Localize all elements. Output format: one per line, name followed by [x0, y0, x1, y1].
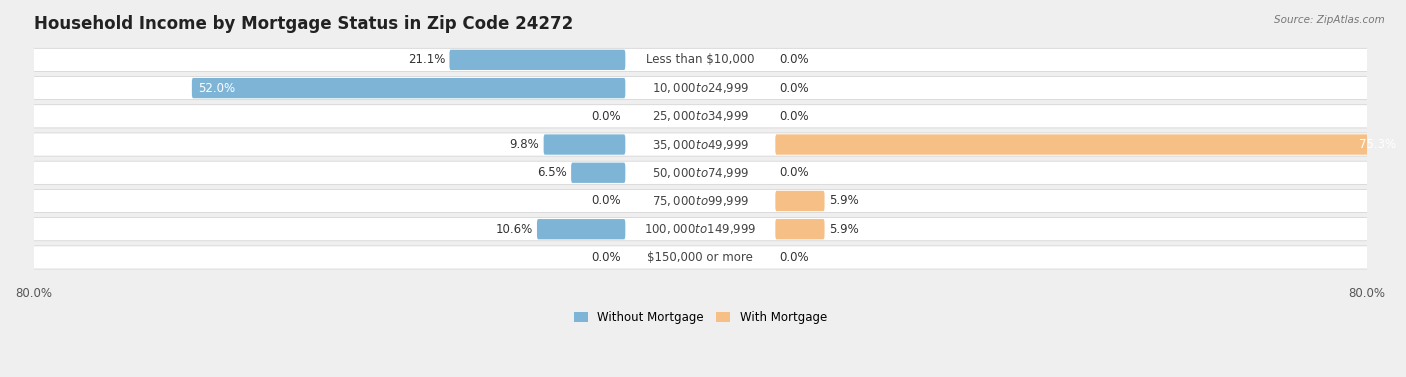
FancyBboxPatch shape [775, 191, 824, 211]
FancyBboxPatch shape [30, 161, 1371, 184]
Text: 21.1%: 21.1% [408, 54, 446, 66]
Text: Source: ZipAtlas.com: Source: ZipAtlas.com [1274, 15, 1385, 25]
Text: 0.0%: 0.0% [779, 54, 808, 66]
Text: Less than $10,000: Less than $10,000 [647, 54, 755, 66]
Text: $50,000 to $74,999: $50,000 to $74,999 [651, 166, 749, 180]
Text: 5.9%: 5.9% [828, 195, 859, 207]
Text: $150,000 or more: $150,000 or more [647, 251, 754, 264]
Legend: Without Mortgage, With Mortgage: Without Mortgage, With Mortgage [569, 306, 831, 329]
FancyBboxPatch shape [30, 133, 1371, 156]
FancyBboxPatch shape [191, 78, 626, 98]
Text: 0.0%: 0.0% [779, 166, 808, 179]
FancyBboxPatch shape [30, 218, 1371, 241]
Text: 0.0%: 0.0% [779, 110, 808, 123]
FancyBboxPatch shape [775, 219, 824, 239]
Text: 6.5%: 6.5% [537, 166, 567, 179]
FancyBboxPatch shape [30, 246, 1371, 269]
Text: 0.0%: 0.0% [592, 195, 621, 207]
Text: 0.0%: 0.0% [779, 81, 808, 95]
Text: $35,000 to $49,999: $35,000 to $49,999 [651, 138, 749, 152]
Text: 52.0%: 52.0% [198, 81, 236, 95]
Text: $75,000 to $99,999: $75,000 to $99,999 [651, 194, 749, 208]
Text: $10,000 to $24,999: $10,000 to $24,999 [651, 81, 749, 95]
FancyBboxPatch shape [30, 189, 1371, 213]
FancyBboxPatch shape [537, 219, 626, 239]
FancyBboxPatch shape [775, 134, 1403, 155]
Text: $100,000 to $149,999: $100,000 to $149,999 [644, 222, 756, 236]
Text: 0.0%: 0.0% [592, 110, 621, 123]
FancyBboxPatch shape [450, 50, 626, 70]
Text: 75.3%: 75.3% [1360, 138, 1396, 151]
FancyBboxPatch shape [571, 162, 626, 183]
Text: 0.0%: 0.0% [779, 251, 808, 264]
FancyBboxPatch shape [30, 77, 1371, 100]
FancyBboxPatch shape [30, 105, 1371, 128]
FancyBboxPatch shape [544, 134, 626, 155]
FancyBboxPatch shape [30, 48, 1371, 71]
Text: Household Income by Mortgage Status in Zip Code 24272: Household Income by Mortgage Status in Z… [34, 15, 572, 33]
Text: $25,000 to $34,999: $25,000 to $34,999 [651, 109, 749, 123]
Text: 10.6%: 10.6% [495, 223, 533, 236]
Text: 0.0%: 0.0% [592, 251, 621, 264]
Text: 5.9%: 5.9% [828, 223, 859, 236]
Text: 9.8%: 9.8% [510, 138, 540, 151]
